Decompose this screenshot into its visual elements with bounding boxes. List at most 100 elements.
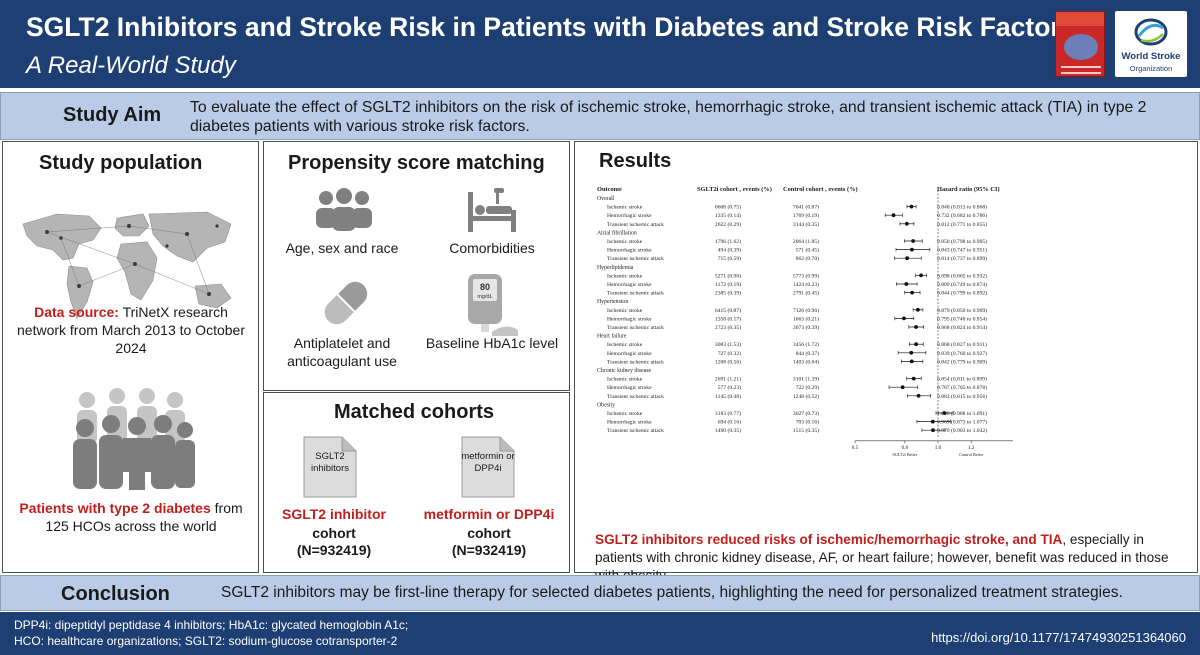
row-control-events: 722 (0.29) (796, 384, 819, 391)
wso-swirl-icon (1134, 18, 1168, 46)
group-label: Overall (597, 196, 615, 202)
row-outcome: Ischemic stroke (607, 239, 643, 245)
row-sglt2-events: 1490 (0.35) (715, 427, 741, 434)
group-label: Chronic kidney disease (597, 368, 652, 374)
page-title: SGLT2 Inhibitors and Stroke Risk in Pati… (26, 12, 1085, 42)
data-source-text: Data source: TriNetX research network fr… (13, 303, 249, 357)
row-outcome: Transient ischemic attack (607, 291, 664, 297)
psm-item-hba1c: Baseline HbA1c level (425, 335, 559, 351)
cohort-b-name: metformin or DPP4i (423, 506, 555, 522)
row-sglt2-events: 727 (0.32) (718, 350, 741, 357)
row-control-events: 703 (0.16) (796, 419, 819, 426)
people-group-icon (73, 388, 195, 490)
row-hr-text: 0.883 (0.815 to 0.956) (937, 393, 987, 400)
x-tick-label: 1.0 (935, 445, 942, 451)
row-outcome: Transient ischemic attack (607, 428, 664, 434)
cohort-a-name: SGLT2 inhibitor (282, 506, 386, 522)
conclusion-band: Conclusion SGLT2 inhibitors may be first… (0, 575, 1200, 611)
row-outcome: Ischemic stroke (607, 411, 643, 417)
row-outcome: Hemorrhagic stroke (607, 420, 652, 426)
row-outcome: Ischemic stroke (607, 342, 643, 348)
row-outcome: Hemorrhagic stroke (607, 213, 652, 219)
abbreviations: DPP4i: dipeptidyl peptidase 4 inhibitors… (14, 617, 408, 649)
row-hr-text: 0.850 (0.798 to 0.905) (937, 238, 987, 245)
row-sglt2-events: 1335 (0.14) (715, 212, 741, 219)
row-sglt2-events: 715 (0.59) (718, 255, 741, 262)
hr-point (910, 290, 915, 295)
row-control-events: 2791 (0.45) (793, 290, 819, 297)
row-control-events: 7641 (0.87) (793, 204, 819, 211)
wso-logo: World Stroke Organization (1115, 11, 1187, 77)
row-sglt2-events: 2385 (0.39) (715, 290, 741, 297)
row-sglt2-events: 694 (0.16) (718, 419, 741, 426)
row-hr-text: 0.812 (0.771 to 0.855) (937, 221, 987, 228)
row-outcome: Ischemic stroke (607, 273, 643, 279)
row-control-events: 1248 (0.52) (793, 393, 819, 400)
row-hr-text: 0.844 (0.799 to 0.892) (937, 290, 987, 297)
cohort-a-doc-label: SGLT2 inhibitors (310, 451, 350, 474)
world-map-icon (22, 211, 232, 319)
results-title: Results (599, 150, 672, 172)
patients-detail: from 125 HCOs across the world (45, 500, 243, 534)
people-icon (316, 188, 372, 231)
group-label: Hypertension (597, 299, 628, 305)
pill-capsule-icon (324, 281, 368, 325)
row-sglt2-events: 1796 (1.62) (715, 238, 741, 245)
wso-logo-name: World Stroke (1121, 51, 1181, 62)
footer-banner: DPP4i: dipeptidyl peptidase 4 inhibitors… (0, 612, 1200, 655)
psm-item-age-sex-race: Age, sex and race (285, 240, 399, 256)
row-sglt2-events: 3183 (0.77) (715, 410, 741, 417)
row-control-events: 1515 (0.35) (793, 427, 819, 434)
x-favor-right: Control Better (959, 452, 984, 457)
row-control-events: 3027 (0.73) (793, 410, 819, 417)
results-summary-bold: SGLT2 inhibitors reduced risks of ischem… (595, 532, 1063, 547)
hr-point (909, 350, 914, 355)
row-hr-text: 0.809 (0.749 to 0.874) (937, 281, 987, 288)
cohort-b-word: cohort (467, 525, 511, 541)
group-label: Atrial fibrillation (597, 229, 637, 236)
row-sglt2-events: 2723 (0.35) (715, 324, 741, 331)
row-hr-text: 0.840 (0.813 to 0.868) (937, 204, 987, 211)
row-hr-text: 0.868 (0.827 to 0.911) (937, 341, 987, 348)
hr-point (904, 282, 909, 286)
hr-point (919, 273, 923, 278)
row-outcome: Hemorrhagic stroke (607, 282, 652, 288)
row-hr-text: 0.969 (0.873 to 1.077) (937, 419, 987, 426)
row-control-events: 3144 (0.35) (793, 221, 819, 228)
journal-cover-icon (1055, 11, 1105, 77)
x-favor-left: SGLT2i Better (892, 452, 917, 457)
row-sglt2-events: 2622 (0.29) (715, 221, 741, 228)
group-label: Obesity (597, 402, 615, 408)
psm-title: Propensity score matching (288, 152, 545, 174)
hr-point (942, 411, 947, 415)
results-panel: Results Outcome SGLT2i cohort , events (%… (574, 141, 1198, 583)
row-outcome: Hemorrhagic stroke (607, 248, 652, 254)
hr-point (905, 256, 910, 261)
hr-point (914, 342, 918, 347)
row-sglt2-events: 1172 (0.19) (715, 281, 741, 288)
hr-point (910, 247, 914, 252)
header-outcome: Outcome (597, 186, 622, 193)
conclusion-label: Conclusion (61, 583, 170, 605)
row-sglt2-events: 1145 (0.48) (715, 393, 741, 400)
row-hr-text: 0.970 (0.903 to 1.042) (937, 427, 987, 434)
row-sglt2-events: 6608 (0.75) (715, 204, 741, 211)
row-sglt2-events: 5271 (0.90) (715, 272, 741, 279)
wso-logo-org: Organization (1129, 64, 1173, 73)
propensity-score-panel: Propensity score matching Age, sex and r… (263, 141, 570, 391)
x-tick-label: 0.8 (902, 445, 909, 451)
row-hr-text: 0.854 (0.811 to 0.899) (937, 376, 987, 383)
row-hr-text: 0.898 (0.865 to 0.932) (937, 272, 987, 279)
document-icon (303, 436, 357, 498)
doi-link[interactable]: https://doi.org/10.1177/1747493025136406… (931, 630, 1186, 645)
row-hr-text: 0.787 (0.705 to 0.878) (937, 384, 987, 391)
matched-cohorts-title: Matched cohorts (334, 401, 495, 423)
row-sglt2-events: 1208 (0.56) (715, 358, 741, 365)
hr-point (909, 359, 914, 364)
row-control-events: 1769 (0.19) (793, 212, 819, 219)
x-tick-label: 0.5 (852, 445, 859, 451)
hospital-bed-icon (468, 188, 516, 232)
row-outcome: Transient ischemic attack (607, 222, 664, 228)
psm-item-comorbidities: Comorbidities (449, 240, 535, 256)
glucometer-unit: mg/dL (477, 294, 492, 300)
